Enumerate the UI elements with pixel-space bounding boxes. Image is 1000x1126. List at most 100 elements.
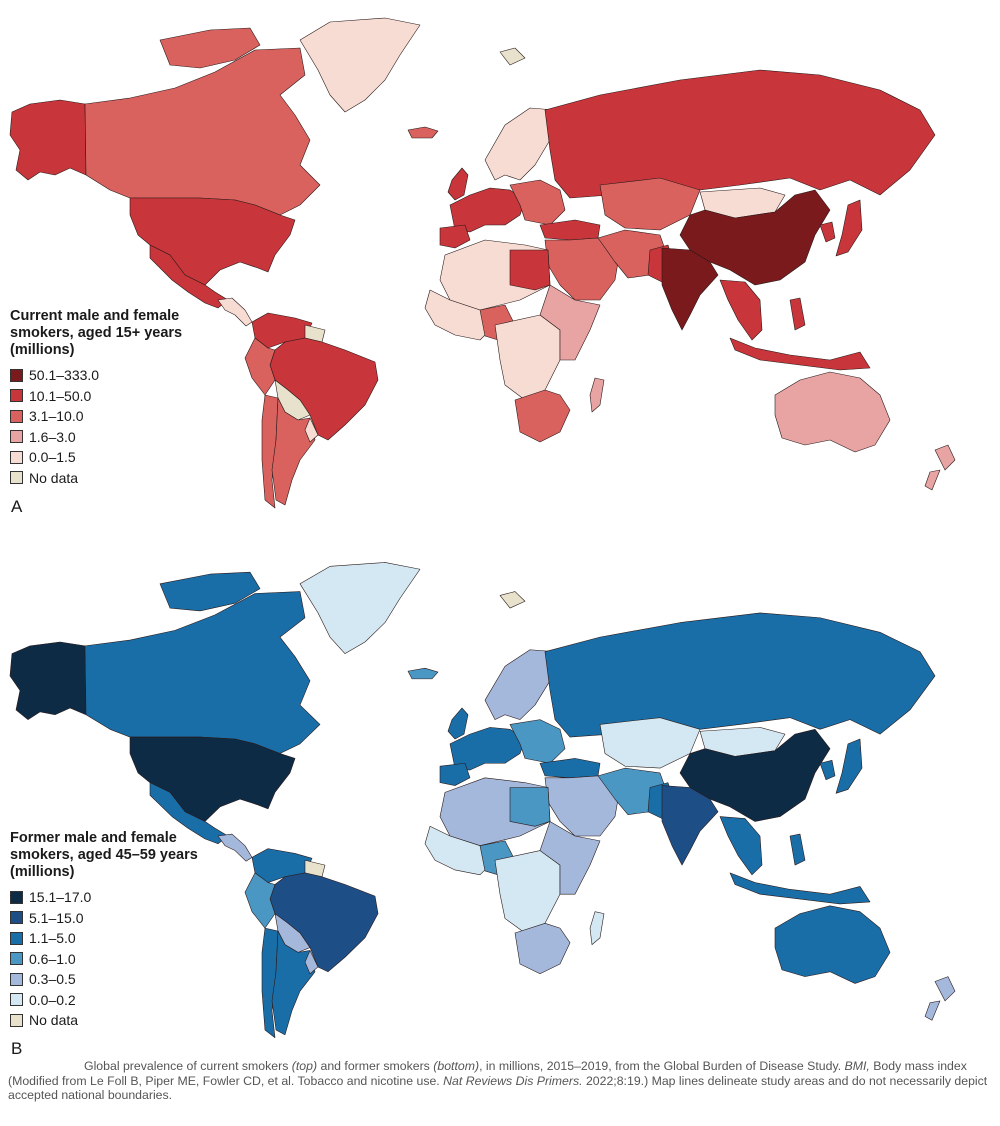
caption-bottom: (bottom) [433,1059,480,1073]
region-greenland [299,562,421,654]
region-east-africa [539,821,601,895]
legend-label: 0.0–0.2 [29,991,76,1008]
region-iceland [407,126,439,139]
region-canada [84,591,321,754]
legend-item: 0.6–1.0 [10,949,210,970]
legend-label: 1.1–5.0 [29,930,76,947]
legend-label: 0.3–0.5 [29,971,76,988]
region-canada-islands [159,27,261,69]
region-west-africa [424,289,496,341]
region-southern-africa [514,389,571,443]
region-kazakhstan-central-asia [599,717,701,769]
region-philippines [789,297,806,331]
region-canada [84,47,321,216]
legend-item: 0.0–1.5 [10,447,210,468]
legend-item: 1.1–5.0 [10,928,210,949]
legend-item: 10.1–50.0 [10,386,210,407]
legend-label: 3.1–10.0 [29,408,84,425]
legend-swatch [10,890,23,904]
region-southern-africa [514,923,571,975]
caption-journal: Nat Reviews Dis Primers. [443,1073,583,1088]
caption-text: , in millions, 2015–2019, from the Globa… [479,1059,845,1073]
region-iceland [407,667,439,680]
region-korea-japan [819,199,863,257]
region-southeast-asia [719,279,763,341]
region-central-africa [494,314,561,401]
region-mexico [149,244,229,309]
current-smokers-legend: Current male and female smokers, aged 15… [10,308,210,488]
former-smokers-world-map [9,562,956,1039]
region-middle-east [544,237,621,301]
legend-swatch [10,368,23,382]
legend-label: 5.1–15.0 [29,909,84,926]
legend-title: Former male and female smokers, aged 45–… [10,830,198,880]
region-mexico [149,782,229,845]
legend-swatch [10,911,23,925]
legend-item: 50.1–333.0 [10,365,210,386]
region-southeast-asia [719,816,763,876]
region-central-africa [494,850,561,934]
legend-item: No data [10,468,210,489]
region-eastern-europe [509,719,566,764]
legend-label: 0.0–1.5 [29,449,76,466]
legend-label: No data [29,469,79,486]
region-alaska [9,99,87,181]
region-uk-ireland [447,167,469,201]
region-uruguay [304,950,319,975]
caption-text: Global prevalence of current smokers [84,1059,292,1073]
panel-letter-b: B [11,1039,23,1058]
legend-label: 50.1–333.0 [29,367,100,384]
panel-letter-a: A [11,497,23,516]
legend-swatch [10,931,23,945]
region-egypt [509,787,551,827]
region-middle-east [544,775,621,837]
legend-swatch [10,389,23,403]
region-russia [544,69,936,199]
legend-title: Current male and female smokers, aged 15… [10,308,183,358]
region-australia [774,371,891,453]
legend-swatch [10,430,23,444]
region-canada-islands [159,571,261,612]
region-philippines [789,833,806,866]
legend-swatch [10,471,23,485]
legend-item: 15.1–17.0 [10,887,210,908]
region-iberia [439,224,471,249]
caption-bmi: BMI, [844,1059,870,1073]
legend-label: 10.1–50.0 [29,387,92,404]
current-smokers-map-panel: Current male and female smokers, aged 15… [0,0,1000,540]
region-madagascar [589,377,605,413]
caption-text: 2022;8:19.) Map lines delineate study ar… [8,1073,988,1103]
legend-swatch [10,972,23,986]
region-usa [129,197,296,286]
legend-label: 1.6–3.0 [29,428,76,445]
figure-caption: Global prevalence of current smokers (to… [8,1059,992,1103]
region-india [661,785,719,866]
legend-item: 1.6–3.0 [10,427,210,448]
region-argentina [271,397,316,506]
region-new-zealand [924,444,956,491]
region-alaska [9,641,87,720]
region-korea-japan [819,738,863,794]
legend-label: 15.1–17.0 [29,889,92,906]
region-svalbard [499,591,526,609]
legend-swatch [10,450,23,464]
region-svalbard [499,47,526,66]
region-australia [774,905,891,984]
region-iberia [439,762,471,786]
legend-item: 3.1–10.0 [10,406,210,427]
former-smokers-legend: Former male and female smokers, aged 45–… [10,830,210,1031]
legend-item: 0.3–0.5 [10,969,210,990]
region-argentina [271,930,316,1036]
legend-item: 5.1–15.0 [10,908,210,929]
legend-swatch [10,993,23,1007]
region-indonesia [729,872,871,905]
region-scandinavia [484,649,556,720]
region-new-zealand [924,976,956,1021]
current-smokers-world-map [9,17,956,509]
legend-label: No data [29,1012,79,1029]
region-egypt [509,249,551,291]
legend-item: 0.0–0.2 [10,990,210,1011]
region-east-africa [539,284,601,361]
legend-item: No data [10,1010,210,1031]
region-central-america [217,833,253,862]
